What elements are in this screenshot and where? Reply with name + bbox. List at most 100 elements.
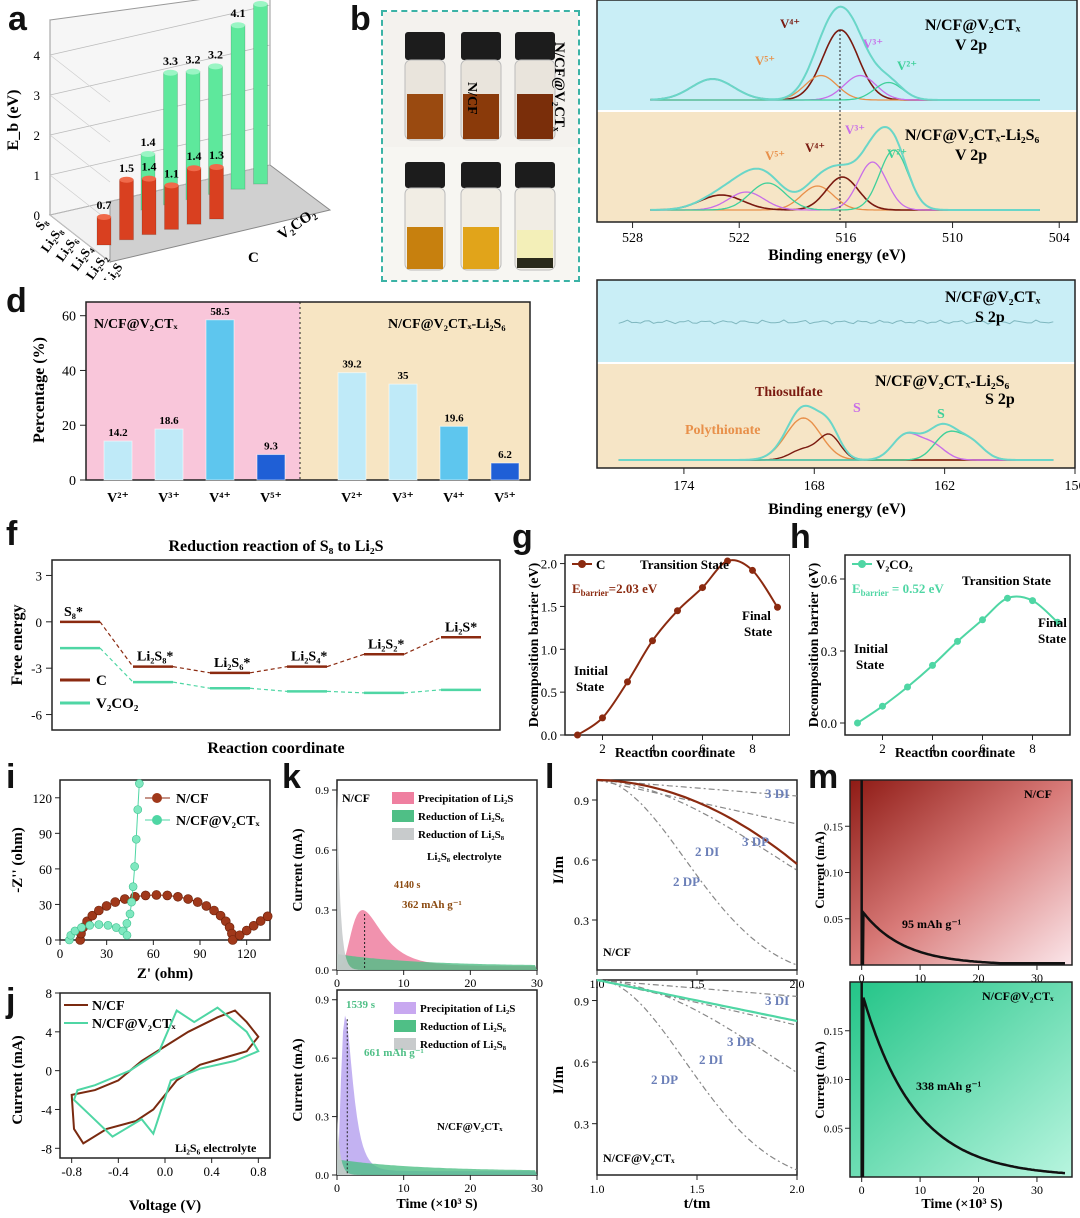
chart-e: N/CF@V₂CTₓ S 2p N/CF@V₂CTₓ-Li₂S₆ S 2p Th… [596, 279, 1080, 518]
x-tick-label: V⁴⁺ [443, 491, 465, 506]
data-label: 1.4 [142, 160, 157, 174]
legend-swatch [394, 1020, 416, 1032]
x-tick-label: 1.5 [690, 1182, 705, 1196]
x-tick-label: 2.0 [790, 977, 805, 991]
peak-label: V⁵⁺ [765, 148, 785, 163]
legend-label: Reduction of Li₂S₈ [420, 1039, 507, 1051]
bar-cap [142, 175, 156, 182]
legend-label: V₂CO₂ [96, 696, 139, 712]
y-tick-label: 0 [36, 615, 43, 630]
sample-label: N/CF@V₂CTₓ [437, 1121, 503, 1133]
x-tick-label: 528 [622, 231, 643, 246]
data-label: 18.6 [159, 415, 179, 427]
x-tick-label: 20 [973, 1183, 985, 1197]
data-point [724, 557, 731, 565]
data-point [624, 678, 631, 686]
plot-area-bottom [849, 981, 1073, 1178]
bar-cap [164, 182, 179, 189]
x-axis-label: Reaction coordinate [615, 746, 735, 760]
data-point [749, 566, 756, 574]
legend-label: Reduction of Li₂S₆ [420, 1021, 507, 1033]
x-tick-label: 30 [100, 946, 113, 961]
model-label: 3 DP [742, 834, 769, 849]
y-tick-label: 0.3 [574, 1118, 589, 1132]
connector [99, 647, 134, 683]
y-tick-label: 0.15 [824, 1026, 844, 1038]
annotation: Final [742, 608, 771, 623]
connector [172, 666, 211, 674]
x-tick-label: 510 [942, 231, 963, 246]
data-label: 19.6 [444, 412, 464, 424]
y-tick-label: 3 [34, 88, 41, 103]
area-li2s6 [337, 954, 537, 970]
x-axis-label: Time (×10³ S) [921, 1197, 1002, 1212]
chart-h: 0.0 0.3 0.6 2 4 6 8 Decomposition barrier (eV)… [807, 554, 1071, 760]
data-point [904, 683, 911, 691]
y-tick-label: 0 [34, 208, 41, 223]
x-tick-label: 10 [914, 971, 926, 985]
sample-label: N/CF@V₂CTₓ [982, 989, 1054, 1003]
x-axis-label: Voltage (V) [129, 1198, 201, 1214]
group-title: N/CF@V₂CTₓ [94, 317, 178, 332]
data-point [162, 890, 173, 901]
x-tick-label: 0 [859, 971, 865, 985]
x-tick-label: 6 [699, 741, 706, 756]
x-tick-label: 1.0 [590, 1182, 605, 1196]
y-axis-label: Current (mA) [291, 828, 306, 912]
bottom-subtitle: S 2p [985, 391, 1015, 408]
data-point [774, 603, 781, 611]
peak-label: Polythionate [685, 423, 760, 438]
data-point [133, 805, 143, 814]
legend-marker [152, 793, 162, 803]
y-tick-label: 0.0 [821, 716, 837, 731]
capacity-label: 338 mAh g⁻¹ [916, 1079, 982, 1093]
depth-label-c: C [248, 250, 259, 266]
data-point [85, 921, 95, 930]
chart-d: 0 20 40 60 Percentage (%) N/CF@V₂CTₓ N/CF@V… [31, 301, 531, 506]
chart-g: 0.0 0.5 1.0 1.5 2.0 2 4 6 8 Decomposition barrie… [527, 554, 790, 760]
y-tick-label: 4 [34, 48, 41, 63]
x-tick-label: -0.8 [61, 1164, 82, 1179]
vial-label-top: N/CF@V₂CTₓ [551, 42, 567, 132]
legend-label: N/CF@V₂CTₓ [176, 814, 260, 829]
x-tick-label: 60 [147, 946, 160, 961]
peak-label: V³⁺ [863, 36, 883, 51]
data-label: 39.2 [342, 359, 362, 371]
current-curve [861, 909, 1065, 966]
model-curve [596, 979, 798, 997]
model-label: 2 DI [699, 1052, 723, 1067]
sample-label: N/CF [342, 791, 370, 805]
bar [119, 179, 134, 241]
bar [186, 167, 202, 225]
vial-photo: N/CF@V₂CTₓ N/CF [383, 12, 578, 280]
plot-area-bottom [597, 112, 1077, 222]
data-point [929, 661, 936, 669]
data-point [87, 910, 98, 921]
bar-cap [97, 214, 111, 220]
state-label: S₈* [64, 605, 83, 620]
data-point [128, 882, 138, 891]
legend-label: N/CF [92, 999, 125, 1014]
data-point [103, 921, 113, 930]
capacity-label: 661 mAh g⁻¹ [364, 1047, 424, 1059]
y-axis-label: I/Im [551, 1065, 567, 1094]
top-subtitle: S 2p [975, 309, 1005, 326]
data-point [209, 905, 219, 916]
annotation: State [744, 624, 772, 639]
data-point [101, 901, 112, 911]
state-label: Li₂S₂* [368, 637, 404, 652]
chart-k: 0.00.30.60.90 10 20 30 0.00.30.60.90 10 20 30 … [291, 779, 543, 1212]
bar [256, 454, 286, 481]
x-tick-label: 4 [649, 741, 656, 756]
legend-label: Precipitation of Li₂S [418, 793, 513, 805]
y-tick-label: 120 [33, 791, 53, 806]
y-axis-label: Decomposition barrier (eV) [527, 562, 542, 727]
y-tick-label: 0.0 [541, 728, 557, 743]
legend-label: N/CF [176, 792, 209, 807]
y-tick-label: 2 [34, 128, 41, 143]
x-tick-label: V³⁺ [158, 491, 180, 506]
x-tick-label: 120 [237, 946, 257, 961]
x-tick-label: 2 [879, 741, 886, 756]
sample-label: N/CF [1024, 787, 1052, 801]
x-tick-label: 522 [729, 231, 750, 246]
